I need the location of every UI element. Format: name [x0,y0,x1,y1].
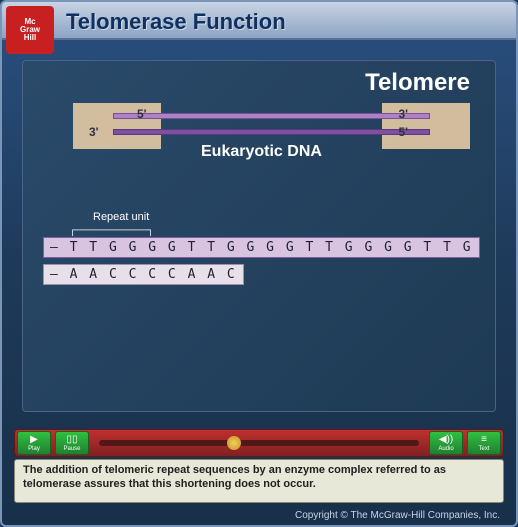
audio-button[interactable]: ◀)) Audio [429,431,463,455]
sequence-top: – T T G G G G T T G G G G T T G G G G T … [43,237,480,258]
strand-end-label: 5' [137,107,147,121]
audio-label: Audio [438,446,453,452]
play-icon: ▶ [30,435,38,445]
repeat-unit-label: Repeat unit [93,211,480,223]
animation-panel: Telomere 5' 3' 3' 5' Eukaryotic DNA Repe… [22,60,496,412]
play-label: Play [28,446,40,452]
repeat-bracket: ┌──────────┐ [69,225,480,236]
logo-line: Hill [24,34,36,42]
dna-diagram: 5' 3' 3' 5' Eukaryotic DNA [73,103,470,153]
sequence-bottom: – A A C C C C A A C [43,264,244,285]
header-bar: Mc Graw Hill Telomerase Function [2,2,516,40]
audio-icon: ◀)) [439,435,453,445]
strand-end-label: 3' [398,107,408,121]
eukaryotic-dna-label: Eukaryotic DNA [201,143,322,161]
copyright-text: Copyright © The McGraw-Hill Companies, I… [295,510,500,521]
telomere-heading: Telomere [365,69,470,97]
text-icon: ≡ [481,435,487,445]
app-frame: Mc Graw Hill Telomerase Function Telomer… [0,0,518,527]
dna-strand-top [113,113,430,119]
text-label: Text [478,446,489,452]
play-button[interactable]: ▶ Play [17,431,51,455]
text-button[interactable]: ≡ Text [467,431,501,455]
strand-end-label: 5' [398,125,408,139]
repeat-unit-section: Repeat unit ┌──────────┐ – T T G G G G T… [43,211,480,285]
page-title: Telomerase Function [2,2,516,35]
pause-button[interactable]: ▯▯ Pause [55,431,89,455]
strand-end-label: 3' [89,125,99,139]
pause-label: Pause [63,446,80,452]
dna-strand-bottom [113,129,430,135]
telomere-region-right [382,103,470,149]
timeline-track[interactable] [99,440,419,446]
logo-mcgraw-hill: Mc Graw Hill [6,6,54,54]
caption-box: The addition of telomeric repeat sequenc… [14,459,504,503]
pause-icon: ▯▯ [66,435,77,445]
telomere-region-left [73,103,161,149]
timeline-knob[interactable] [227,436,241,450]
playback-controls: ▶ Play ▯▯ Pause ◀)) Audio ≡ Text [14,429,504,457]
